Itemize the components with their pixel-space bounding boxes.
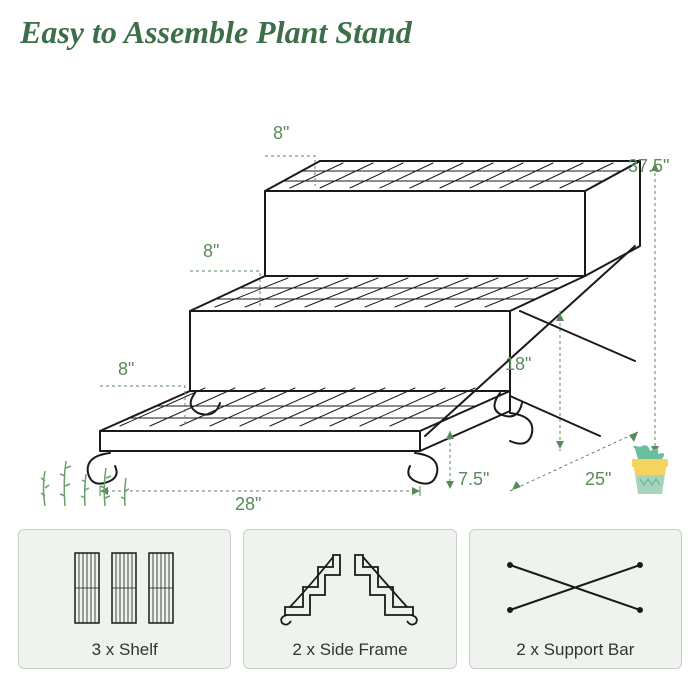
dim-bottom-depth: 8" xyxy=(118,359,134,380)
support-bar-icon xyxy=(476,540,675,634)
product-diagram: 8" 8" 8" 28" 7.5" 25" 18" 37.5" xyxy=(20,61,680,521)
dim-total-height: 37.5" xyxy=(628,156,669,177)
component-label-side-frame: 2 x Side Frame xyxy=(292,640,407,660)
plant-decoration-left xyxy=(30,446,150,516)
components-row: 3 x Shelf 2 x Side Frame xyxy=(0,529,700,669)
dim-mid-depth: 8" xyxy=(203,241,219,262)
dim-width: 28" xyxy=(235,494,261,515)
component-support-bar: 2 x Support Bar xyxy=(469,529,682,669)
dim-back-height: 18" xyxy=(505,354,531,375)
dim-side-depth: 25" xyxy=(585,469,611,490)
side-frame-icon xyxy=(250,540,449,634)
dim-front-height: 7.5" xyxy=(458,469,489,490)
component-side-frame: 2 x Side Frame xyxy=(243,529,456,669)
component-shelf: 3 x Shelf xyxy=(18,529,231,669)
page-title: Easy to Assemble Plant Stand xyxy=(0,0,700,61)
shelf-icon xyxy=(25,540,224,634)
plant-pot-decoration xyxy=(620,439,680,509)
component-label-support-bar: 2 x Support Bar xyxy=(516,640,634,660)
dim-top-depth: 8" xyxy=(273,123,289,144)
component-label-shelf: 3 x Shelf xyxy=(92,640,158,660)
